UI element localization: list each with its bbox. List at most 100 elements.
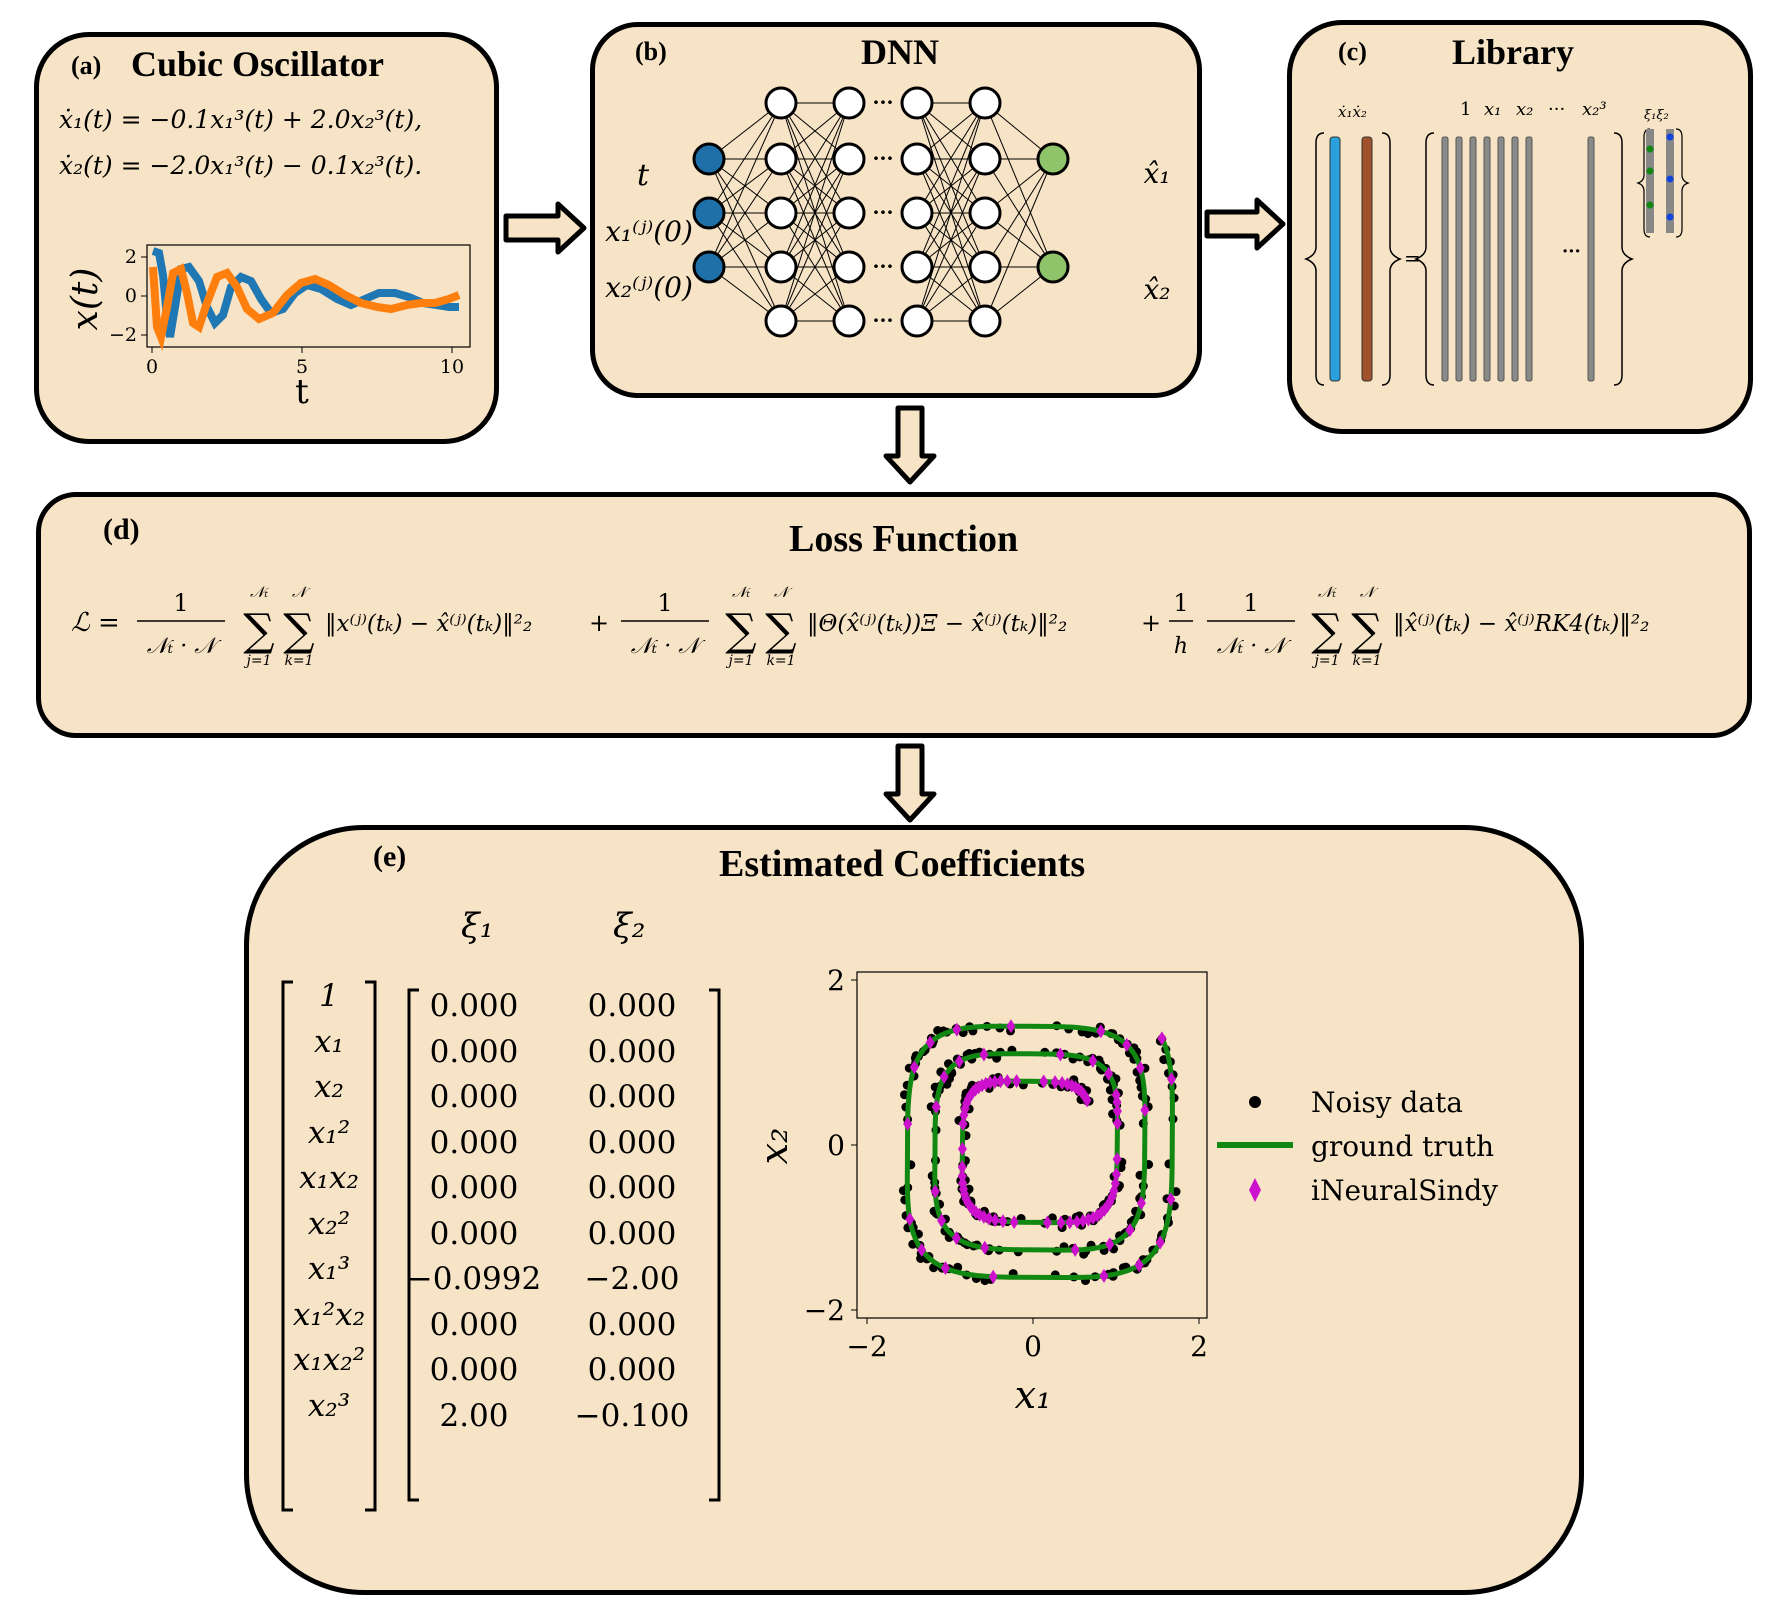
ineuralsindy-point	[957, 1160, 967, 1175]
library-columns	[1441, 136, 1595, 382]
ineuralsindy-point	[1072, 1214, 1082, 1229]
ineuralsindy-point	[1006, 1019, 1016, 1034]
svg-text:∑: ∑	[725, 605, 756, 656]
equals-sign: =	[1404, 246, 1421, 270]
hidden-node	[968, 86, 1002, 120]
legend-ineuralsindy-marker	[1249, 1178, 1261, 1202]
xi1-value: 0.000	[429, 1352, 519, 1388]
ineuralsindy-point	[1104, 1066, 1114, 1081]
xi2-value: 0.000	[587, 1306, 677, 1343]
ineuralsindy-point	[1134, 1258, 1144, 1273]
ineuralsindy-point	[940, 1261, 950, 1276]
library-label: x₂	[1516, 99, 1533, 120]
ineuralsindy-point	[1155, 1235, 1165, 1250]
phase-xtick-label: 2	[1190, 1330, 1208, 1363]
panel-c-label: (c)	[1338, 37, 1367, 66]
ineuralsindy-point	[1112, 1104, 1122, 1119]
column-header-xi2: ξ₂	[613, 906, 646, 946]
legend-ineuralsindy-label: iNeuralSindy	[1311, 1174, 1498, 1207]
ineuralsindy-point	[979, 1047, 989, 1062]
panel-c-title: Library	[1452, 32, 1574, 72]
ineuralsindy-point	[1055, 1047, 1065, 1062]
output-x2-label: x̂₂	[1143, 273, 1170, 306]
ineuralsindy-point	[974, 1080, 984, 1095]
svg-text:∑: ∑	[1351, 605, 1382, 656]
ineuralsindy-point	[1135, 1061, 1145, 1076]
output-node	[1036, 142, 1070, 176]
panel-d-loss-function: (d) Loss Function ℒ = 1 𝒩ₜ · 𝒩 𝒩ₜ ∑ j=1 …	[36, 492, 1752, 738]
legend-noisy-data-marker	[1249, 1096, 1261, 1108]
library-term: x₂	[314, 1069, 344, 1105]
ineuralsindy-point	[930, 1184, 940, 1199]
xi1-value: −0.0992	[406, 1261, 542, 1297]
ineuralsindy-point	[1112, 1116, 1122, 1131]
library-term: x₁²x₂	[292, 1296, 366, 1333]
lhs-column-labels: ẋ₁ẋ₂	[1338, 103, 1367, 121]
series-x1-line	[151, 247, 459, 338]
phase-xtick-label: −2	[846, 1330, 887, 1363]
library-column	[1511, 136, 1519, 382]
nonzero-coef-dot	[1646, 201, 1654, 209]
ineuralsindy-point	[954, 1054, 964, 1069]
phase-x-axis-label: x₁	[1015, 1373, 1052, 1417]
ineuralsindy-point	[1092, 1208, 1102, 1223]
sum-lower: k=1	[1352, 653, 1381, 669]
brace-right	[1381, 132, 1403, 386]
ineuralsindy-point	[1012, 1074, 1022, 1089]
plot-frame	[146, 244, 471, 348]
layer-ellipsis: ···	[873, 200, 894, 224]
library-term: x₁x₂²	[292, 1342, 366, 1378]
hidden-node	[968, 304, 1002, 338]
x-axis-label: t	[295, 372, 309, 412]
ineuralsindy-point	[1166, 1192, 1176, 1207]
hidden-node	[968, 250, 1002, 284]
svg-text:∑: ∑	[283, 605, 314, 656]
fraction-numerator: 1	[657, 589, 672, 617]
ineuralsindy-point	[1105, 1237, 1115, 1252]
xi1-value: 0.000	[429, 1033, 519, 1070]
brace-right	[1613, 132, 1635, 386]
arrow-b-to-d	[883, 405, 937, 485]
xi2-value: −0.100	[574, 1397, 690, 1434]
brace-left	[1413, 132, 1435, 386]
ineuralsindy-point	[958, 1116, 968, 1131]
plus-sign: +	[589, 609, 609, 637]
ineuralsindy-point	[1002, 1074, 1012, 1089]
ineuralsindy-point	[1109, 1183, 1119, 1198]
hidden-node	[832, 142, 866, 176]
loss-symbol: ℒ =	[71, 608, 120, 638]
hidden-node	[764, 196, 798, 230]
arrow-a-to-b	[503, 201, 587, 255]
library-term: x₂²	[307, 1205, 351, 1242]
nonzero-coef-dot	[1666, 133, 1674, 141]
time-series-plot: 2 0 −2 0 5 10 t x(t)	[65, 244, 471, 412]
ineuralsindy-point	[1102, 1199, 1112, 1214]
ineuralsindy-point	[905, 1212, 915, 1227]
ineuralsindy-point	[957, 1169, 967, 1184]
arrow-b-to-c	[1204, 197, 1286, 251]
panel-e-title: Estimated Coefficients	[719, 843, 1086, 885]
hidden-node	[900, 304, 934, 338]
library-ellipsis: ···	[1562, 241, 1581, 262]
xi1-value: 2.00	[439, 1397, 509, 1434]
ineuralsindy-point	[1125, 1223, 1135, 1238]
y-axis-label: x(t)	[65, 268, 106, 331]
ineuralsindy-point	[990, 1074, 1000, 1089]
ineuralsindy-point	[1065, 1215, 1075, 1230]
xi1-value: 0.000	[429, 1124, 519, 1161]
hidden-node	[832, 196, 866, 230]
library-column	[1525, 136, 1533, 382]
input-x1-label: x₁⁽ʲ⁾(0)	[605, 215, 693, 248]
panel-e-label: (e)	[373, 840, 407, 873]
loss-term-data: ‖x⁽ʲ⁾(tₖ) − x̂⁽ʲ⁾(tₖ)‖²₂	[325, 611, 532, 637]
phase-ytick-label: 2	[827, 964, 845, 997]
ytick-label: −2	[109, 324, 137, 346]
library-column	[1497, 136, 1505, 382]
fraction-denominator: 𝒩ₜ · 𝒩	[1217, 634, 1292, 659]
sum-upper: 𝒩	[1360, 583, 1379, 601]
input-t-label: t	[637, 158, 650, 193]
brace-left	[1636, 128, 1651, 238]
xi2-value: −2.00	[584, 1261, 680, 1297]
fraction-numerator: 1	[1243, 589, 1258, 617]
brace-left	[1303, 132, 1325, 386]
